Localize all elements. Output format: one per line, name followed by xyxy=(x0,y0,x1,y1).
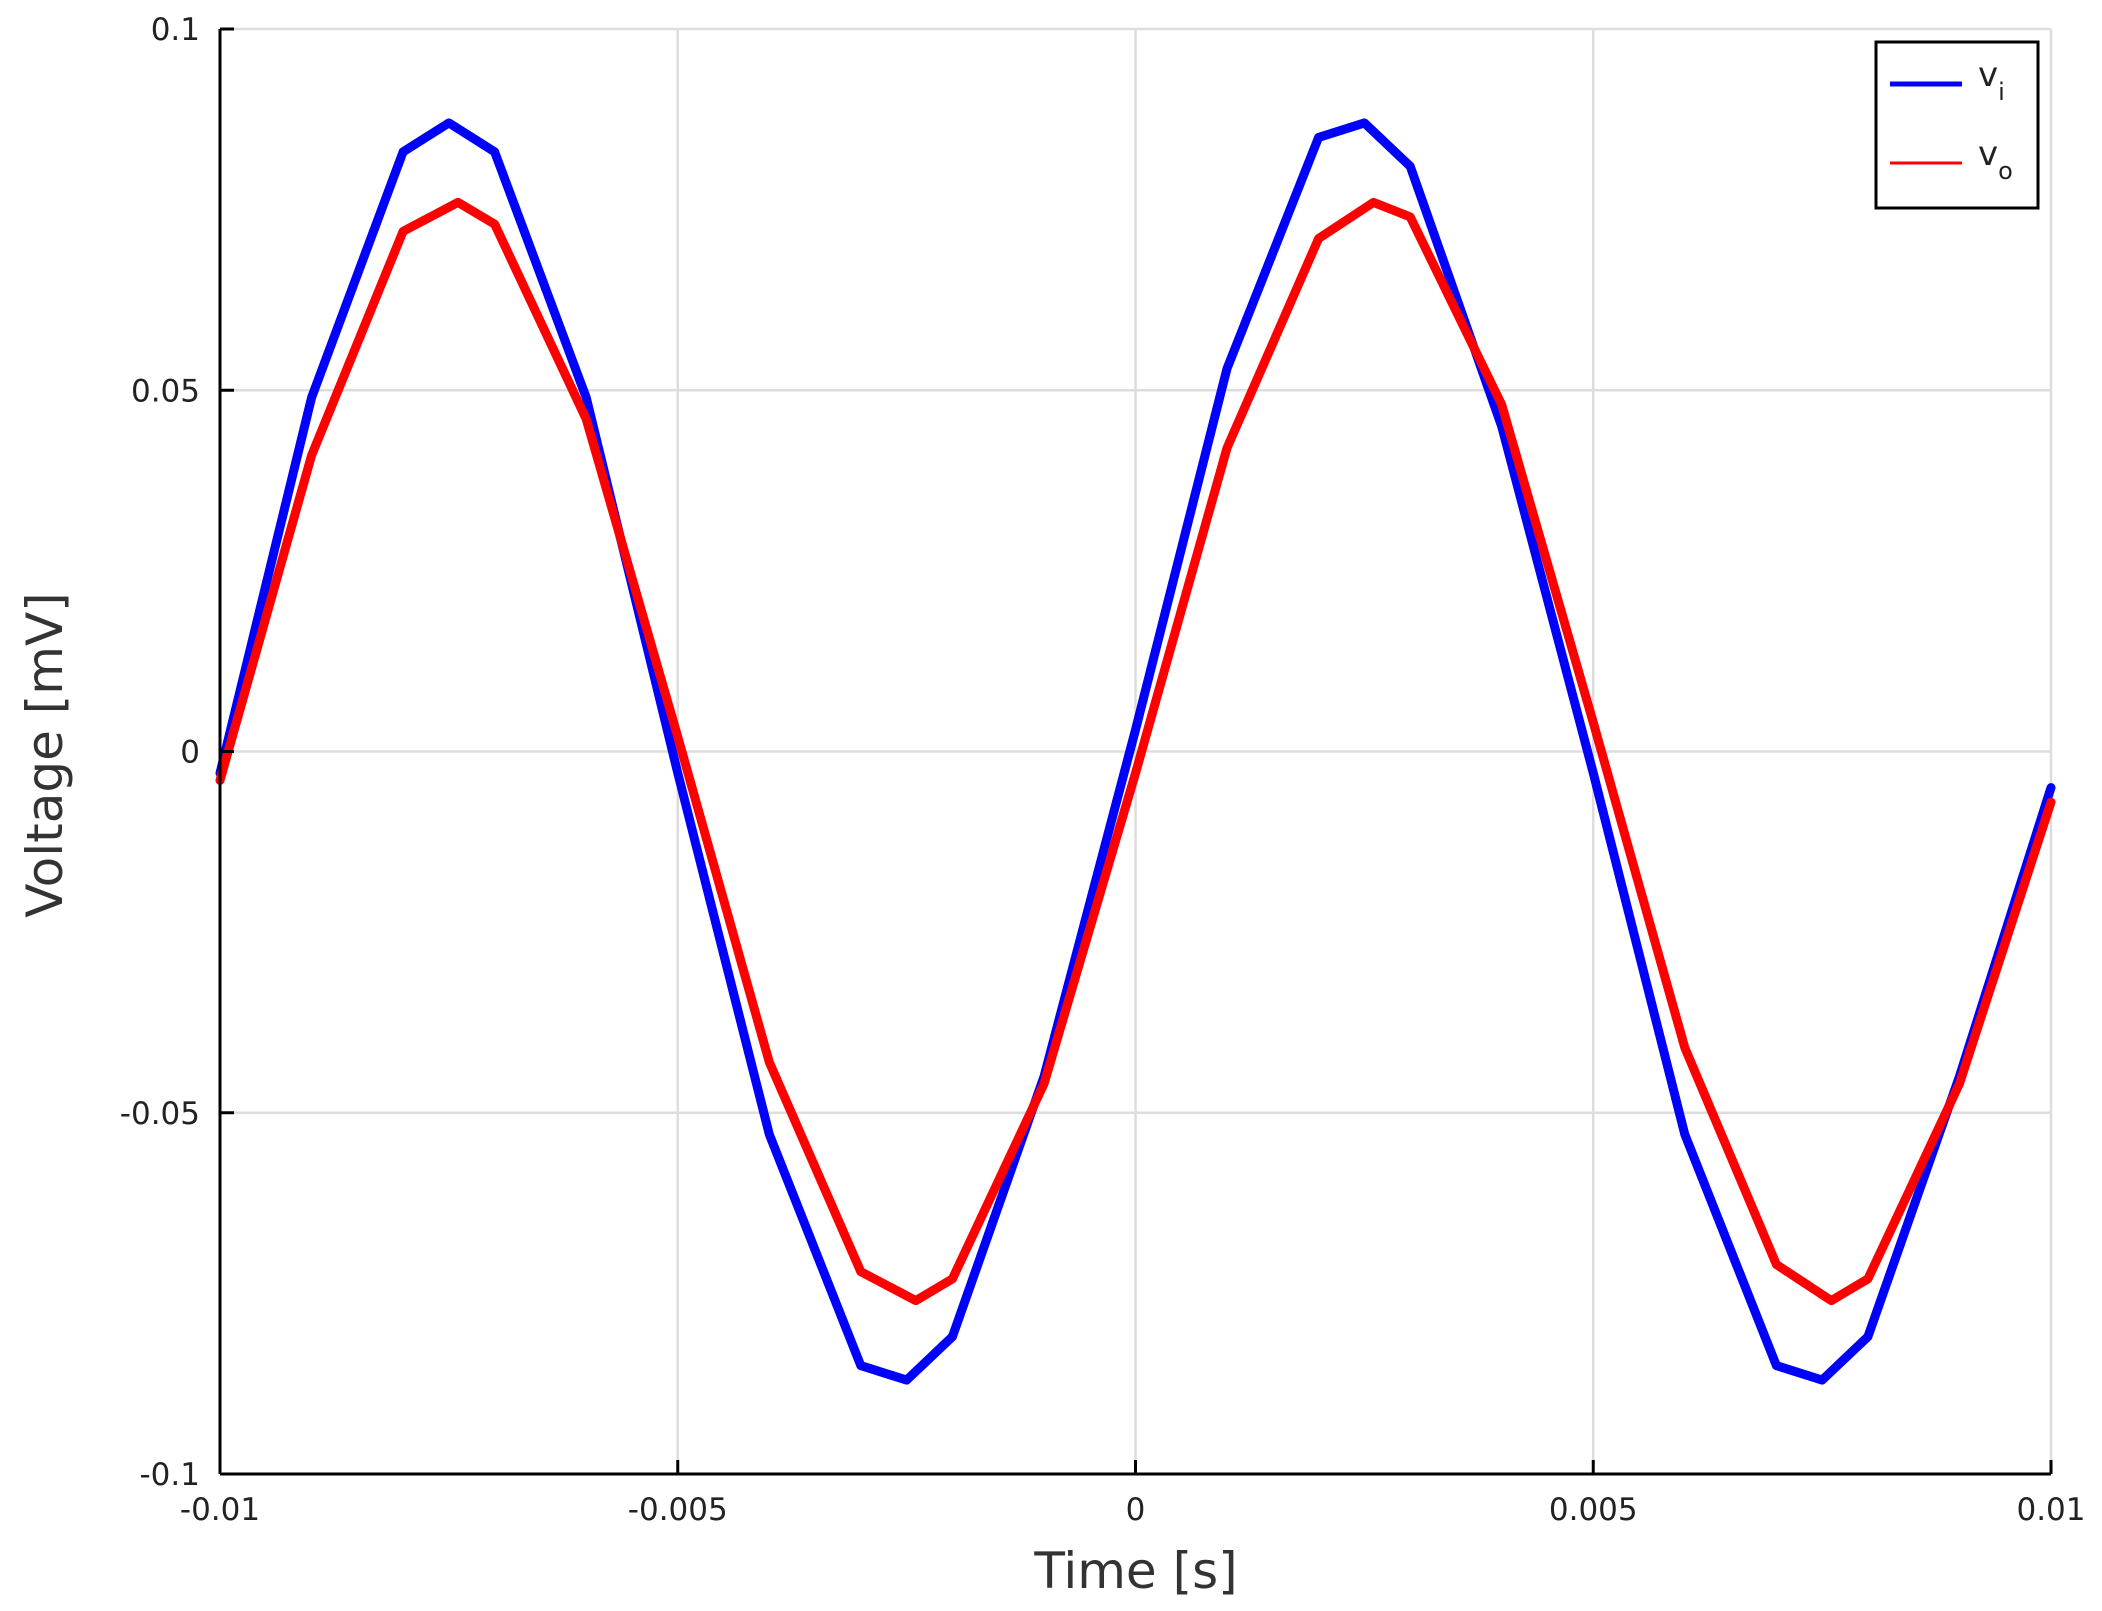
y-tick-label: -0.05 xyxy=(120,1096,200,1132)
tick-labels: -0.01 -0.005 0 0.005 0.01 -0.1 -0.05 0 0.05 0.1 xyxy=(120,12,2086,1528)
x-tick-label: 0 xyxy=(1126,1492,1146,1528)
legend-box xyxy=(1874,40,2040,210)
x-tick-label: -0.01 xyxy=(180,1492,260,1528)
y-axis-label: Voltage [mV] xyxy=(16,592,74,917)
y-tick-label: 0.05 xyxy=(131,373,200,409)
axes xyxy=(218,27,2053,1476)
x-axis-label: Time [s] xyxy=(1033,1542,1237,1600)
legend-label-vi: vi xyxy=(1978,55,2005,106)
legend-label-vo: vo xyxy=(1978,134,2013,185)
x-tick-label: 0.01 xyxy=(2016,1492,2085,1528)
series-line-vi xyxy=(215,118,2056,1385)
legend: vi vo xyxy=(1874,40,2040,210)
series-lines xyxy=(215,118,2056,1385)
x-tick-label: 0.005 xyxy=(1549,1492,1638,1528)
x-tick-label: -0.005 xyxy=(628,1492,728,1528)
y-tick-label: -0.1 xyxy=(140,1457,201,1493)
y-tick-label: 0.1 xyxy=(151,12,200,48)
y-tick-label: 0 xyxy=(180,735,200,771)
series-line-vo xyxy=(215,197,2056,1306)
